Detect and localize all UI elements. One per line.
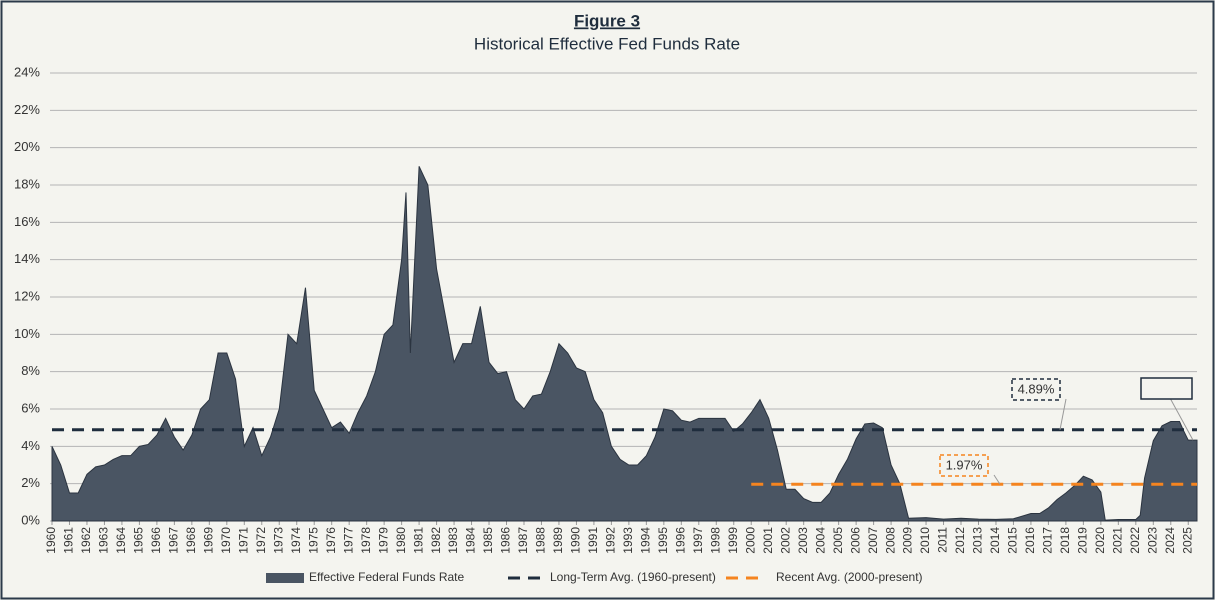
x-tick-label: 1997	[691, 527, 705, 554]
x-tick-label: 1968	[184, 527, 198, 554]
x-tick-label: 1990	[569, 527, 583, 554]
callout-leader	[993, 474, 1001, 485]
callout-leader	[1059, 398, 1067, 430]
x-tick-label: 1991	[586, 527, 600, 554]
x-tick-label: 1993	[621, 527, 635, 554]
x-tick-label: 2021	[1111, 527, 1125, 554]
x-tick-label: 1975	[306, 527, 320, 554]
callout-label: 1.97%	[946, 457, 983, 472]
y-tick-label: 10%	[14, 326, 40, 341]
x-tick-label: 2019	[1076, 527, 1090, 554]
x-tick-label: 1998	[708, 527, 722, 554]
callout-leader	[1169, 397, 1194, 441]
y-tick-label: 8%	[21, 363, 40, 378]
x-tick-label: 1984	[464, 527, 478, 554]
x-tick-label: 1986	[499, 527, 513, 554]
x-tick-label: 2011	[936, 527, 950, 553]
x-tick-label: 2004	[813, 527, 827, 554]
y-tick-label: 24%	[14, 64, 40, 79]
x-tick-label: 1963	[97, 527, 111, 554]
x-tick-label: 1988	[534, 527, 548, 554]
x-tick-label: 2014	[988, 527, 1002, 554]
callout-box	[1011, 378, 1061, 401]
x-tick-label: 2024	[1163, 527, 1177, 554]
chart-title: Figure 3	[574, 11, 640, 30]
x-tick-label: 1970	[219, 527, 233, 554]
y-tick-label: 14%	[14, 251, 40, 266]
y-tick-label: 2%	[21, 475, 40, 490]
y-tick-label: 16%	[14, 214, 40, 229]
callout-box	[939, 454, 989, 477]
x-tick-label: 2000	[743, 527, 757, 554]
x-tick-label: 2002	[778, 527, 792, 554]
x-tick-label: 1962	[79, 527, 93, 554]
x-tick-label: 1965	[132, 527, 146, 554]
legend-label: Recent Avg. (2000-present)	[776, 570, 923, 584]
y-tick-label: 22%	[14, 102, 40, 117]
x-tick-label: 1971	[236, 527, 250, 554]
x-tick-label: 1969	[202, 527, 216, 554]
x-tick-label: 2001	[761, 527, 775, 554]
x-tick-label: 2018	[1058, 527, 1072, 554]
x-tick-label: 1977	[341, 527, 355, 554]
x-tick-label: 2007	[866, 527, 880, 554]
x-tick-label: 2009	[901, 527, 915, 554]
x-tick-label: 2025	[1180, 527, 1194, 554]
legend-label: Effective Federal Funds Rate	[309, 570, 465, 584]
y-tick-label: 6%	[21, 400, 40, 415]
x-tick-label: 1985	[481, 527, 495, 554]
x-tick-label: 1973	[271, 527, 285, 554]
x-tick-label: 2006	[848, 527, 862, 554]
x-tick-label: 1980	[394, 527, 408, 554]
x-tick-label: 1979	[376, 527, 390, 554]
y-tick-label: 0%	[21, 512, 40, 527]
y-tick-label: 12%	[14, 288, 40, 303]
callout-label: 4.89%	[1018, 381, 1055, 396]
x-tick-label: 1974	[289, 527, 303, 554]
legend-swatch	[266, 573, 304, 583]
callout-box	[1140, 377, 1193, 400]
y-tick-label: 20%	[14, 139, 40, 154]
x-tick-label: 1992	[604, 527, 618, 554]
x-tick-label: 2016	[1023, 527, 1037, 554]
chart-subtitle: Historical Effective Fed Funds Rate	[474, 34, 740, 53]
x-tick-label: 1987	[516, 527, 530, 554]
x-tick-label: 2010	[918, 527, 932, 554]
area	[51, 166, 1198, 522]
x-tick-label: 2017	[1041, 527, 1055, 554]
x-tick-label: 2005	[831, 527, 845, 554]
x-tick-label: 1989	[551, 527, 565, 554]
x-tick-label: 1994	[639, 527, 653, 554]
x-tick-label: 2013	[971, 527, 985, 554]
x-tick-label: 2012	[953, 527, 967, 554]
x-tick-label: 1966	[149, 527, 163, 554]
x-tick-label: 2008	[883, 527, 897, 554]
y-tick-label: 4%	[21, 438, 40, 453]
x-tick-label: 2020	[1093, 527, 1107, 554]
x-tick-label: 1960	[44, 527, 58, 554]
x-tick-label: 1976	[324, 527, 338, 554]
x-tick-label: 1996	[673, 527, 687, 554]
legend-label: Long-Term Avg. (1960-present)	[550, 570, 716, 584]
x-tick-label: 1961	[62, 527, 76, 554]
x-tick-label: 1983	[446, 527, 460, 554]
x-tick-label: 1981	[411, 527, 425, 554]
x-tick-label: 1995	[656, 527, 670, 554]
y-tick-label: 18%	[14, 176, 40, 191]
x-tick-label: 1999	[726, 527, 740, 554]
x-tick-label: 1972	[254, 527, 268, 554]
x-tick-label: 1967	[167, 527, 181, 554]
x-tick-label: 2023	[1145, 527, 1159, 554]
x-tick-label: 1982	[429, 527, 443, 554]
x-tick-label: 2022	[1128, 527, 1142, 554]
x-tick-label: 2015	[1006, 527, 1020, 554]
x-tick-label: 1964	[114, 527, 128, 554]
x-tick-label: 2003	[796, 527, 810, 554]
x-tick-label: 1978	[359, 527, 373, 554]
